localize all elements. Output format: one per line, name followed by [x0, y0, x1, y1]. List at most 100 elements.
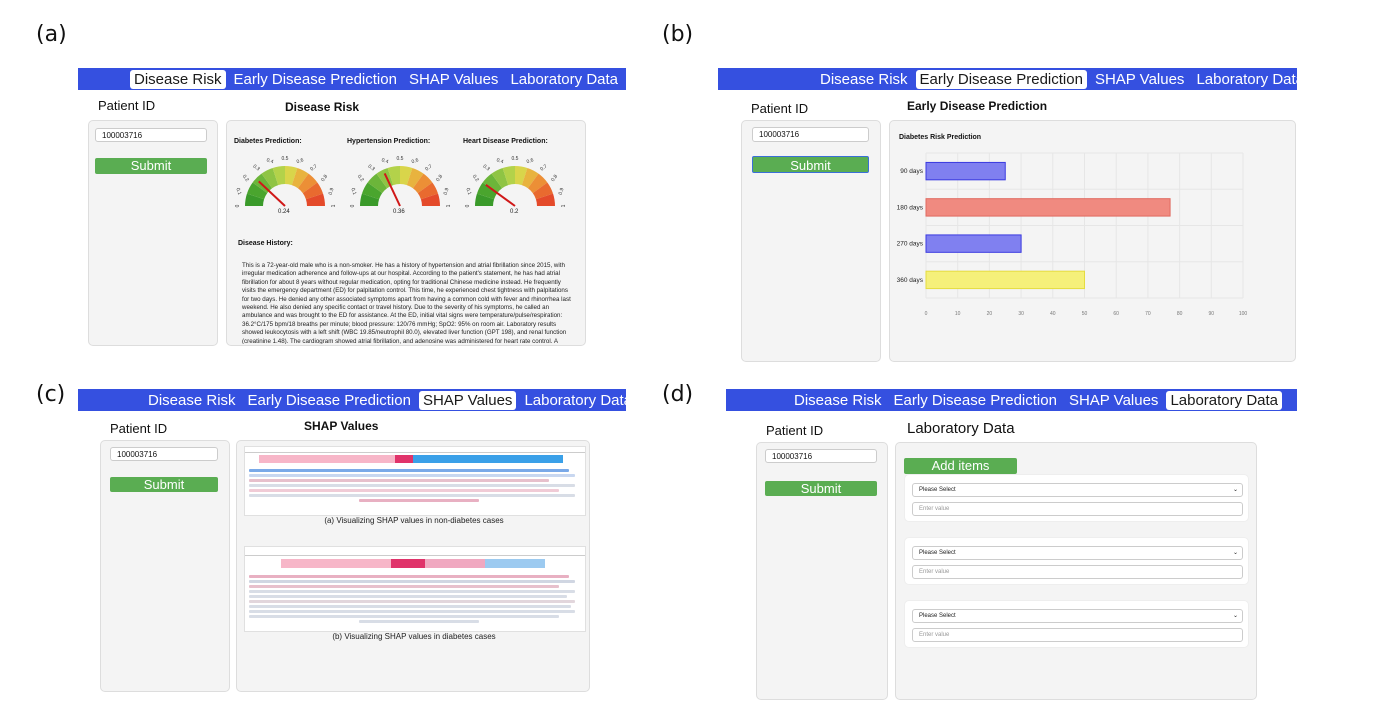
- gauge-tick-label: 0.4: [496, 157, 505, 165]
- lab-item-form: Please Select ⌄ Enter value: [904, 600, 1249, 648]
- tab-shap-values[interactable]: SHAP Values: [408, 70, 499, 88]
- tab-early-disease-prediction[interactable]: Early Disease Prediction: [893, 391, 1057, 409]
- shap-caption-a: (a) Visualizing SHAP values in non-diabe…: [324, 516, 504, 525]
- gauge-segment: [412, 173, 433, 194]
- lab-value-input[interactable]: Enter value: [912, 628, 1243, 642]
- tab-early-disease-prediction[interactable]: Early Disease Prediction: [915, 69, 1087, 89]
- x-tick-label: 40: [1050, 311, 1056, 317]
- gauge-tick-label: 0.7: [539, 163, 548, 172]
- shap-plot-diabetes: [244, 546, 586, 632]
- disease-risk-card: [226, 120, 586, 346]
- tab-laboratory-data[interactable]: Laboratory Data: [1166, 390, 1283, 410]
- lab-item-form: Please Select ⌄ Enter value: [904, 537, 1249, 585]
- x-tick-label: 80: [1177, 311, 1183, 317]
- patient-id-input[interactable]: 100003716: [110, 447, 218, 461]
- gauge-tick-label: 0.4: [381, 157, 390, 165]
- shap-caption-b: (b) Visualizing SHAP values in diabetes …: [332, 632, 496, 641]
- heart-disease-gauge: 0 0.1 0.20.3 0.4 0.5 0.6 0.70.8 0.9 1: [463, 156, 567, 208]
- gauge-segment: [302, 182, 324, 200]
- tab-laboratory-data[interactable]: Laboratory Data: [1196, 70, 1305, 88]
- tab-disease-risk[interactable]: Disease Risk: [148, 391, 236, 409]
- gauge-tick-label: 0.5: [282, 156, 289, 162]
- lab-value-input[interactable]: Enter value: [912, 565, 1243, 579]
- gauge-segment: [297, 173, 318, 194]
- page-title: Disease Risk: [285, 100, 360, 114]
- panel-label-c: (c): [36, 382, 66, 407]
- submit-button[interactable]: Submit: [765, 481, 877, 496]
- bar: [925, 161, 1006, 181]
- lab-item-select[interactable]: Please Select ⌄: [912, 609, 1243, 623]
- gauge-tick-label: 0: [233, 205, 239, 208]
- tab-shap-values[interactable]: SHAP Values: [1068, 391, 1159, 409]
- gauge-segment: [417, 182, 439, 200]
- submit-button[interactable]: Submit: [752, 156, 869, 173]
- nav-bar: Disease Risk Early Disease Prediction SH…: [78, 389, 632, 411]
- submit-button[interactable]: Submit: [110, 477, 218, 492]
- gauge-tick-label: 0.1: [349, 187, 357, 196]
- gauge-tick-label: 0.3: [367, 164, 376, 173]
- tab-laboratory-data[interactable]: Laboratory Data: [524, 391, 633, 409]
- submit-button[interactable]: Submit: [95, 158, 207, 174]
- category-label: 360 days: [897, 277, 924, 284]
- gauge-segment: [272, 166, 285, 186]
- x-tick-label: 60: [1113, 311, 1119, 317]
- bar: [925, 270, 1085, 290]
- gauge-value-hypertension: 0.36: [393, 209, 405, 215]
- lab-item-form: Please Select ⌄ Enter value: [904, 474, 1249, 522]
- x-tick-label: 70: [1145, 311, 1151, 317]
- patient-id-input[interactable]: 100003716: [752, 127, 869, 142]
- gauge-tick-label: 1: [331, 204, 337, 207]
- gauge-value-heart-disease: 0.2: [510, 209, 519, 215]
- select-placeholder: Please Select: [919, 487, 956, 493]
- x-tick-label: 0: [925, 311, 928, 317]
- shap-text-highlights: [249, 575, 579, 625]
- lab-item-select[interactable]: Please Select ⌄: [912, 483, 1243, 497]
- gauge-tick-label: 1: [561, 204, 567, 207]
- diabetes-risk-bar-chart: 0 10 20 30 40 50 60 70 80 90 100 90 days 180 days 270…: [897, 152, 1247, 317]
- chevron-down-icon: ⌄: [1232, 550, 1238, 556]
- gauge-tick-label: 0.6: [411, 157, 420, 165]
- tab-disease-risk[interactable]: Disease Risk: [794, 391, 882, 409]
- select-placeholder: Please Select: [919, 550, 956, 556]
- patient-id-label: Patient ID: [110, 421, 168, 436]
- category-label: 270 days: [897, 241, 924, 248]
- add-items-button[interactable]: Add items: [904, 458, 1017, 474]
- gauge-segment: [367, 173, 388, 194]
- lab-item-select[interactable]: Please Select ⌄: [912, 546, 1243, 560]
- gauge-tick-label: 0.3: [252, 164, 261, 173]
- gauge-label-diabetes: Diabetes Prediction:: [234, 138, 302, 145]
- x-tick-label: 50: [1082, 311, 1088, 317]
- gauge-tick-label: 0.7: [424, 163, 433, 172]
- shap-text-highlights: [249, 469, 579, 507]
- patient-id-label: Patient ID: [98, 98, 156, 113]
- gauge-tick-label: 0.8: [435, 174, 444, 183]
- gauge-needle: [485, 184, 516, 207]
- gauge-segment: [535, 193, 555, 206]
- gauge-tick-label: 0: [348, 205, 354, 208]
- tab-disease-risk[interactable]: Disease Risk: [820, 70, 908, 88]
- gauge-segment: [285, 166, 298, 186]
- tab-early-disease-prediction[interactable]: Early Disease Prediction: [233, 70, 397, 88]
- patient-id-input[interactable]: 100003716: [95, 128, 207, 142]
- gauge-segment: [360, 193, 380, 206]
- gauge-segment: [420, 193, 440, 206]
- tab-shap-values[interactable]: SHAP Values: [1094, 70, 1185, 88]
- gauge-segment: [482, 173, 503, 194]
- lab-value-input[interactable]: Enter value: [912, 502, 1243, 516]
- shap-force-bar-positive: [259, 455, 399, 463]
- panel-label-d: (d): [662, 382, 694, 407]
- x-tick-label: 10: [955, 311, 961, 317]
- tab-disease-risk[interactable]: Disease Risk: [130, 69, 226, 89]
- gauge-segment: [291, 167, 309, 189]
- patient-id-label: Patient ID: [751, 101, 809, 116]
- gauge-needle: [258, 180, 286, 207]
- gauge-tick-label: 0.3: [482, 164, 491, 173]
- tab-early-disease-prediction[interactable]: Early Disease Prediction: [247, 391, 411, 409]
- tab-laboratory-data[interactable]: Laboratory Data: [510, 70, 619, 88]
- patient-id-label: Patient ID: [766, 423, 824, 438]
- patient-id-input[interactable]: 100003716: [765, 449, 877, 463]
- gauge-tick-label: 0.2: [471, 174, 480, 183]
- gauge-label-hypertension: Hypertension Prediction:: [347, 138, 431, 145]
- shap-force-bar-mid: [425, 559, 485, 568]
- tab-shap-values[interactable]: SHAP Values: [418, 390, 517, 410]
